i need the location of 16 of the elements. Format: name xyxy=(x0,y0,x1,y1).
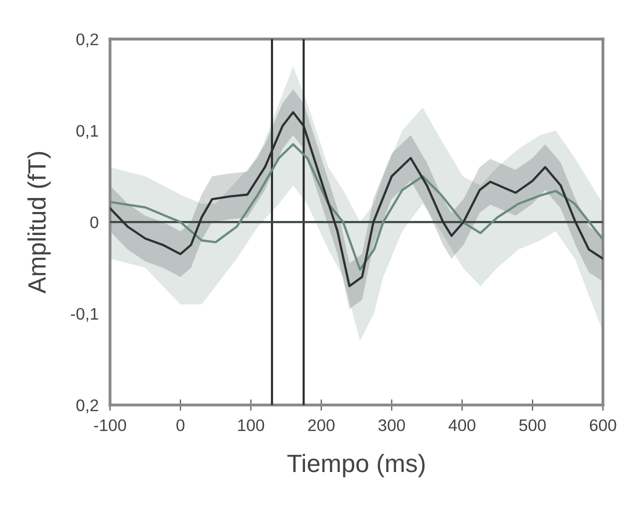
y-axis-title: Amplitud (fT) xyxy=(27,152,51,294)
y-tick-label: 0 xyxy=(90,216,98,228)
y-tick-label: 0,2 xyxy=(76,33,98,48)
line-series xyxy=(110,143,603,271)
x-tick-label: 400 xyxy=(448,419,476,432)
x-tick-label: 500 xyxy=(519,419,546,432)
y-tick-label: 0,2 xyxy=(76,399,98,414)
y-tick-label: -0,1 xyxy=(70,308,98,322)
x-tick-label: 0 xyxy=(176,419,184,432)
x-tick-label: 200 xyxy=(308,419,335,432)
x-tick-label: 600 xyxy=(590,419,616,432)
x-tick-label: 100 xyxy=(238,419,264,432)
x-tick-label: 300 xyxy=(378,419,405,432)
x-tick-label: -100 xyxy=(94,419,126,432)
y-tick-label: 0,1 xyxy=(76,124,98,139)
x-axis-title: Tiempo (ms) xyxy=(287,454,425,478)
